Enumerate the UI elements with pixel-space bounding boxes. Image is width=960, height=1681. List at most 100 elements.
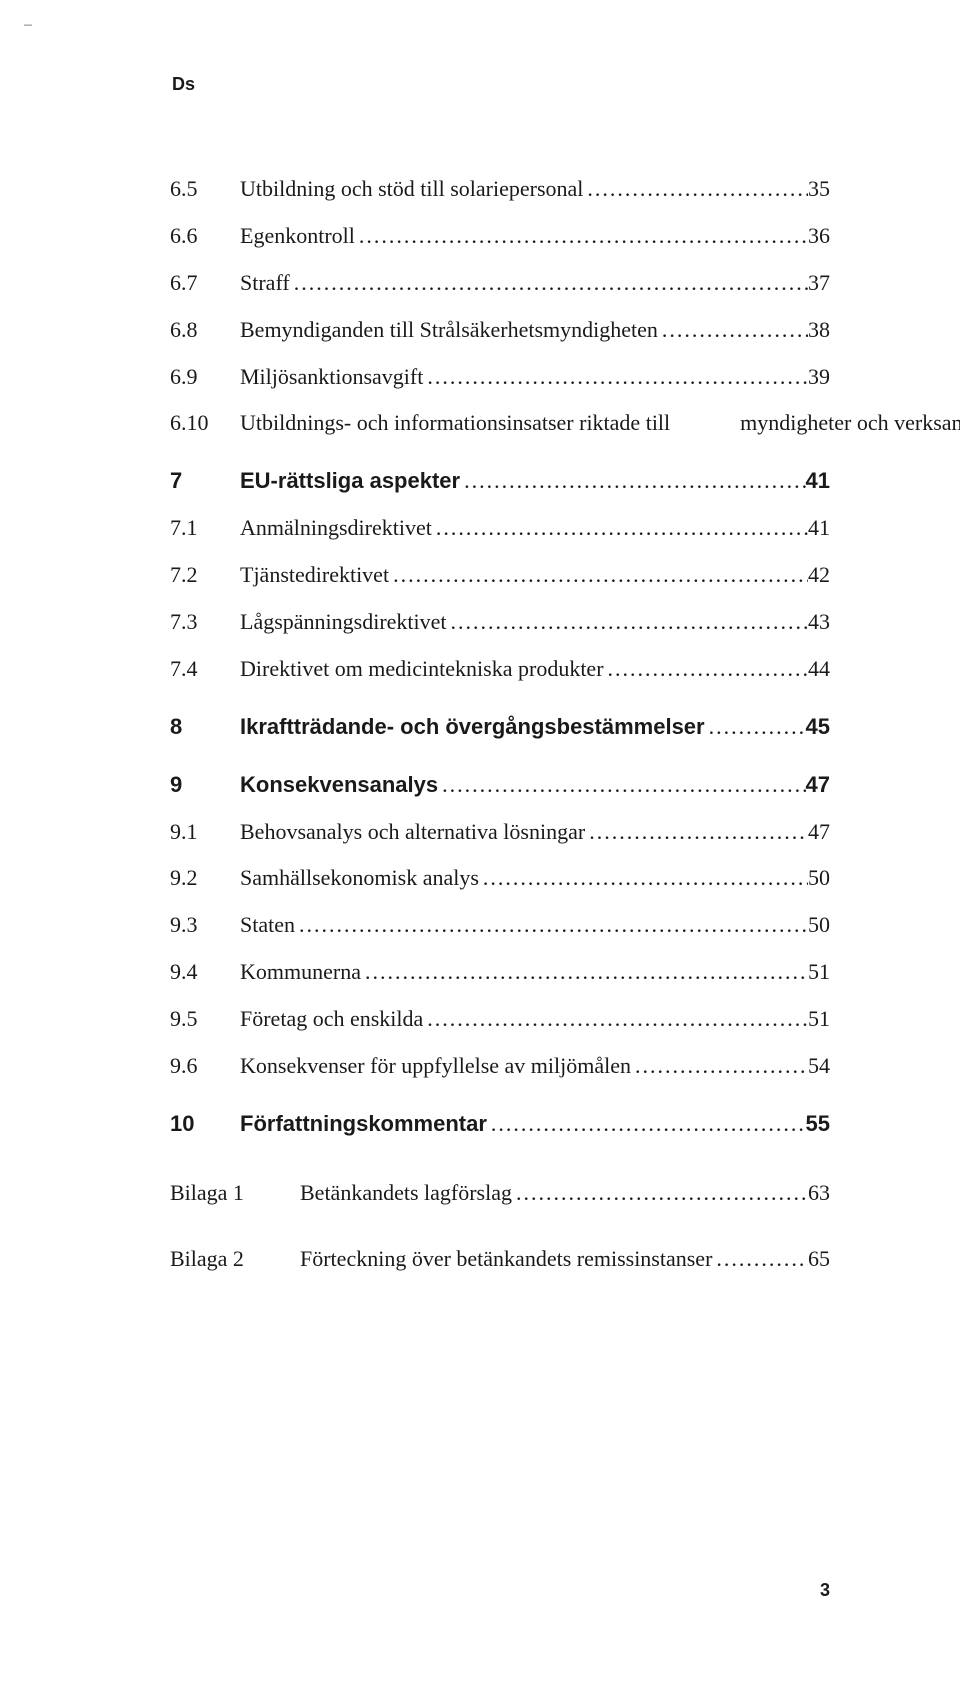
toc-entry: 9.6Konsekvenser för uppfyllelse av miljö… (170, 1050, 830, 1082)
toc-leader: ........................................… (712, 1246, 808, 1272)
toc-number: 6.10 (170, 407, 240, 439)
toc-leader: ........................................… (361, 956, 808, 988)
toc-entry: 9.2Samhällsekonomisk analys.............… (170, 862, 830, 894)
toc-number: 7.2 (170, 559, 240, 591)
toc-entry: 8Ikraftträdande- och övergångsbestämmels… (170, 711, 830, 743)
toc-page: – Ds 6.5Utbildning och stöd till solarie… (0, 0, 960, 1681)
toc-entry: 7.3Lågspänningsdirektivet...............… (170, 606, 830, 638)
toc-title: Företag och enskilda (240, 1003, 423, 1035)
toc-entry: 6.9Miljösanktionsavgift.................… (170, 361, 830, 393)
page-number: 3 (820, 1580, 830, 1601)
appendix-page: 65 (808, 1246, 830, 1272)
toc-number: 9.2 (170, 862, 240, 894)
toc-number: 9.6 (170, 1050, 240, 1082)
toc-leader: ........................................… (447, 606, 808, 638)
toc-page: 51 (808, 956, 830, 988)
toc-number: 9.1 (170, 816, 240, 848)
toc-leader: ........................................… (438, 769, 805, 801)
toc-leader: ........................................… (705, 711, 806, 743)
toc-title-line1: Utbildnings- och informationsinsatser ri… (240, 407, 670, 439)
toc-page: 36 (808, 220, 830, 252)
toc-page: 43 (808, 606, 830, 638)
toc-page: 51 (808, 1003, 830, 1035)
toc-title: Utbildning och stöd till solariepersonal (240, 173, 583, 205)
toc-title: Konsekvenser för uppfyllelse av miljömål… (240, 1050, 631, 1082)
toc-title: Direktivet om medicintekniska produkter (240, 653, 604, 685)
toc-leader: ........................................… (460, 465, 805, 497)
toc-page: 54 (808, 1050, 830, 1082)
toc-entry: 9.3Staten...............................… (170, 909, 830, 941)
toc-number: 9.3 (170, 909, 240, 941)
toc-title: Staten (240, 909, 295, 941)
toc-title: Behovsanalys och alternativa lösningar (240, 816, 585, 848)
toc-title: Ikraftträdande- och övergångsbestämmelse… (240, 711, 705, 743)
toc-page: 42 (808, 559, 830, 591)
toc-entry: 9.1Behovsanalys och alternativa lösninga… (170, 816, 830, 848)
toc-entry: 10Författningskommentar.................… (170, 1108, 830, 1140)
toc-number: 8 (170, 711, 240, 743)
toc-page: 37 (808, 267, 830, 299)
toc-page: 39 (808, 361, 830, 393)
toc-entry: 7EU-rättsliga aspekter..................… (170, 465, 830, 497)
toc-entry: 6.6Egenkontroll.........................… (170, 220, 830, 252)
toc-title: Konsekvensanalys (240, 769, 438, 801)
appendix-number: Bilaga 1 (170, 1180, 300, 1206)
toc-title-line2: myndigheter och verksamhetsutövare (740, 407, 960, 439)
toc-title: Författningskommentar (240, 1108, 487, 1140)
toc-page: 50 (808, 909, 830, 941)
scan-mark: – (24, 16, 32, 34)
toc-leader: ........................................… (423, 1003, 808, 1035)
toc-entry: 6.5Utbildning och stöd till solarieperso… (170, 173, 830, 205)
toc-list: 6.5Utbildning och stöd till solarieperso… (170, 173, 830, 1140)
toc-page: 41 (806, 465, 830, 497)
toc-leader: ........................................… (585, 816, 808, 848)
toc-leader: ........................................… (658, 314, 808, 346)
toc-leader: ........................................… (487, 1108, 806, 1140)
toc-leader: ........................................… (631, 1050, 808, 1082)
toc-leader: ........................................… (583, 173, 808, 205)
toc-entry: 7.2Tjänstedirektivet....................… (170, 559, 830, 591)
toc-entry: 9Konsekvensanalys.......................… (170, 769, 830, 801)
toc-leader: ........................................… (389, 559, 808, 591)
toc-leader: ........................................… (423, 361, 808, 393)
toc-title: Egenkontroll (240, 220, 355, 252)
toc-title: Samhällsekonomisk analys (240, 862, 479, 894)
toc-page: 41 (808, 512, 830, 544)
toc-page: 38 (808, 314, 830, 346)
toc-number: 7.3 (170, 606, 240, 638)
toc-entry: 6.7Straff...............................… (170, 267, 830, 299)
toc-number: 9.4 (170, 956, 240, 988)
toc-number: 6.5 (170, 173, 240, 205)
toc-title: Anmälningsdirektivet (240, 512, 432, 544)
toc-number: 6.7 (170, 267, 240, 299)
toc-leader: ........................................… (355, 220, 808, 252)
toc-leader: ........................................… (479, 862, 808, 894)
toc-title: Bemyndiganden till Strålsäkerhetsmyndigh… (240, 314, 658, 346)
toc-page: 47 (808, 816, 830, 848)
toc-entry: 7.1Anmälningsdirektivet.................… (170, 512, 830, 544)
toc-title: Lågspänningsdirektivet (240, 606, 447, 638)
toc-number: 9 (170, 769, 240, 801)
toc-number: 6.6 (170, 220, 240, 252)
toc-leader: ........................................… (295, 909, 808, 941)
toc-entry: 9.4Kommunerna...........................… (170, 956, 830, 988)
appendix-title: Betänkandets lagförslag (300, 1180, 512, 1206)
toc-entry: 9.5Företag och enskilda.................… (170, 1003, 830, 1035)
toc-page: 35 (808, 173, 830, 205)
toc-page: 47 (806, 769, 830, 801)
toc-leader: ........................................… (512, 1180, 808, 1206)
appendix-entry: Bilaga 2Förteckning över betänkandets re… (170, 1246, 830, 1272)
toc-number: 10 (170, 1108, 240, 1140)
toc-page: 50 (808, 862, 830, 894)
toc-page: 44 (808, 653, 830, 685)
toc-number: 7.1 (170, 512, 240, 544)
toc-title: Tjänstedirektivet (240, 559, 389, 591)
toc-leader: ........................................… (432, 512, 808, 544)
appendix-list: Bilaga 1Betänkandets lagförslag.........… (170, 1180, 830, 1272)
toc-title: Miljösanktionsavgift (240, 361, 423, 393)
toc-number: 7 (170, 465, 240, 497)
toc-leader: ........................................… (290, 267, 808, 299)
toc-entry: 6.10Utbildnings- och informationsinsatse… (170, 407, 830, 439)
doc-series-header: Ds (170, 74, 830, 95)
toc-title: EU-rättsliga aspekter (240, 465, 460, 497)
